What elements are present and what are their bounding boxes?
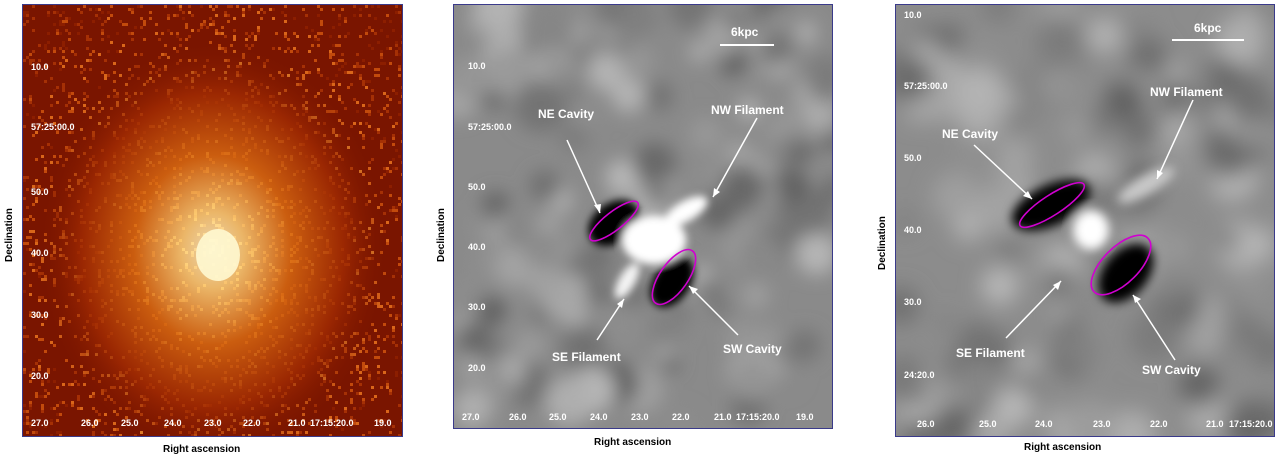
ra-tick: 24.0: [1035, 419, 1053, 429]
ne-cavity-arrow: [566, 139, 601, 214]
residual-image-2: [896, 5, 1274, 436]
sw-cavity-label: SW Cavity: [1142, 363, 1201, 377]
ne-cavity-arrow: [973, 144, 1033, 200]
dec-tick: 20.0: [468, 363, 486, 373]
dec-tick: 20.0: [31, 371, 49, 381]
residual-image: [454, 5, 832, 428]
ra-tick: 25.0: [979, 419, 997, 429]
y-axis-label: Declination: [4, 208, 15, 262]
ra-tick: 22.0: [243, 418, 261, 428]
dec-tick: 30.0: [468, 302, 486, 312]
ra-tick: 24.0: [164, 418, 182, 428]
ra-tick: 26.0: [81, 418, 99, 428]
dec-tick: 57:25:00.0: [904, 81, 948, 91]
ne-cavity-label: NE Cavity: [538, 107, 595, 121]
nw-filament-arrow: [712, 117, 758, 198]
ra-tick: 21.0: [714, 412, 732, 422]
sw-cavity-arrow: [688, 285, 739, 336]
nw-filament-label: NW Filament: [1150, 85, 1223, 99]
ne-cavity-ellipse: [1018, 181, 1086, 229]
dec-tick: 40.0: [468, 242, 486, 252]
ra-tick: 17:15:20.0: [310, 418, 354, 428]
residual-structure: [896, 5, 1274, 436]
ra-tick: 27.0: [462, 412, 480, 422]
ne-cavity-label: NE Cavity: [942, 127, 999, 141]
ra-tick: 23.0: [204, 418, 222, 428]
sw-cavity-ellipse: [1090, 234, 1152, 296]
dec-tick: 24:20.0: [904, 370, 935, 380]
ra-tick: 22.0: [672, 412, 690, 422]
ra-tick: 25.0: [121, 418, 139, 428]
dec-tick: 10.0: [31, 62, 49, 72]
ra-tick: 22.0: [1150, 419, 1168, 429]
ra-tick: 19.0: [374, 418, 392, 428]
dec-tick: 50.0: [31, 187, 49, 197]
nw-filament-arrow: [1156, 99, 1194, 180]
y-axis-label: Declination: [877, 216, 888, 270]
dec-tick: 10.0: [468, 61, 486, 71]
sw-cavity-ellipse: [651, 248, 697, 306]
se-filament-arrow: [1005, 280, 1062, 339]
dec-tick: 30.0: [904, 297, 922, 307]
nw-filament-label: NW Filament: [711, 103, 784, 117]
se-filament-label: SE Filament: [956, 346, 1025, 360]
ra-tick: 24.0: [590, 412, 608, 422]
y-axis-label: Declination: [436, 208, 447, 262]
sw-cavity-label: SW Cavity: [723, 342, 782, 356]
residual-structure: [454, 5, 832, 428]
ra-tick: 21.0: [1206, 419, 1224, 429]
x-axis-label: Right ascension: [594, 437, 672, 448]
dec-tick: 57:25:00.0: [468, 122, 512, 132]
sw-cavity-arrow: [1132, 294, 1176, 361]
dec-tick: 40.0: [31, 248, 49, 258]
dec-tick: 50.0: [468, 182, 486, 192]
x-axis-label: Right ascension: [1024, 442, 1102, 453]
ra-tick: 26.0: [509, 412, 527, 422]
ra-tick: 21.0: [288, 418, 306, 428]
dec-tick: 40.0: [904, 225, 922, 235]
ra-tick: 26.0: [917, 419, 935, 429]
scale-label: 6kpc: [731, 25, 759, 39]
ra-tick: 23.0: [631, 412, 649, 422]
bright-core: [196, 229, 240, 281]
x-axis-label: Right ascension: [163, 444, 241, 455]
ra-tick: 25.0: [549, 412, 567, 422]
ne-cavity-ellipse: [588, 200, 640, 242]
ra-tick: 17:15:20.0: [1229, 419, 1273, 429]
residual-image-panel: 6kpc NE Cavity NW Filament SE Filament S…: [453, 4, 833, 429]
dec-tick: 10.0: [904, 10, 922, 20]
ra-tick: 17:15:20.0: [736, 412, 780, 422]
scale-label: 6kpc: [1194, 21, 1222, 35]
xray-image: [23, 5, 402, 436]
dec-tick: 57:25:00.0: [31, 122, 75, 132]
ra-tick: 27.0: [31, 418, 49, 428]
dec-tick: 50.0: [904, 153, 922, 163]
se-filament-label: SE Filament: [552, 350, 621, 364]
ra-tick: 19.0: [796, 412, 814, 422]
xray-image-panel: 27.0 26.0 25.0 24.0 23.0 22.0 21.0 17:15…: [22, 4, 403, 437]
ra-tick: 23.0: [1093, 419, 1111, 429]
dec-tick: 30.0: [31, 310, 49, 320]
residual-image-panel-2: 6kpc NE Cavity NW Filament SE Filament S…: [895, 4, 1275, 437]
